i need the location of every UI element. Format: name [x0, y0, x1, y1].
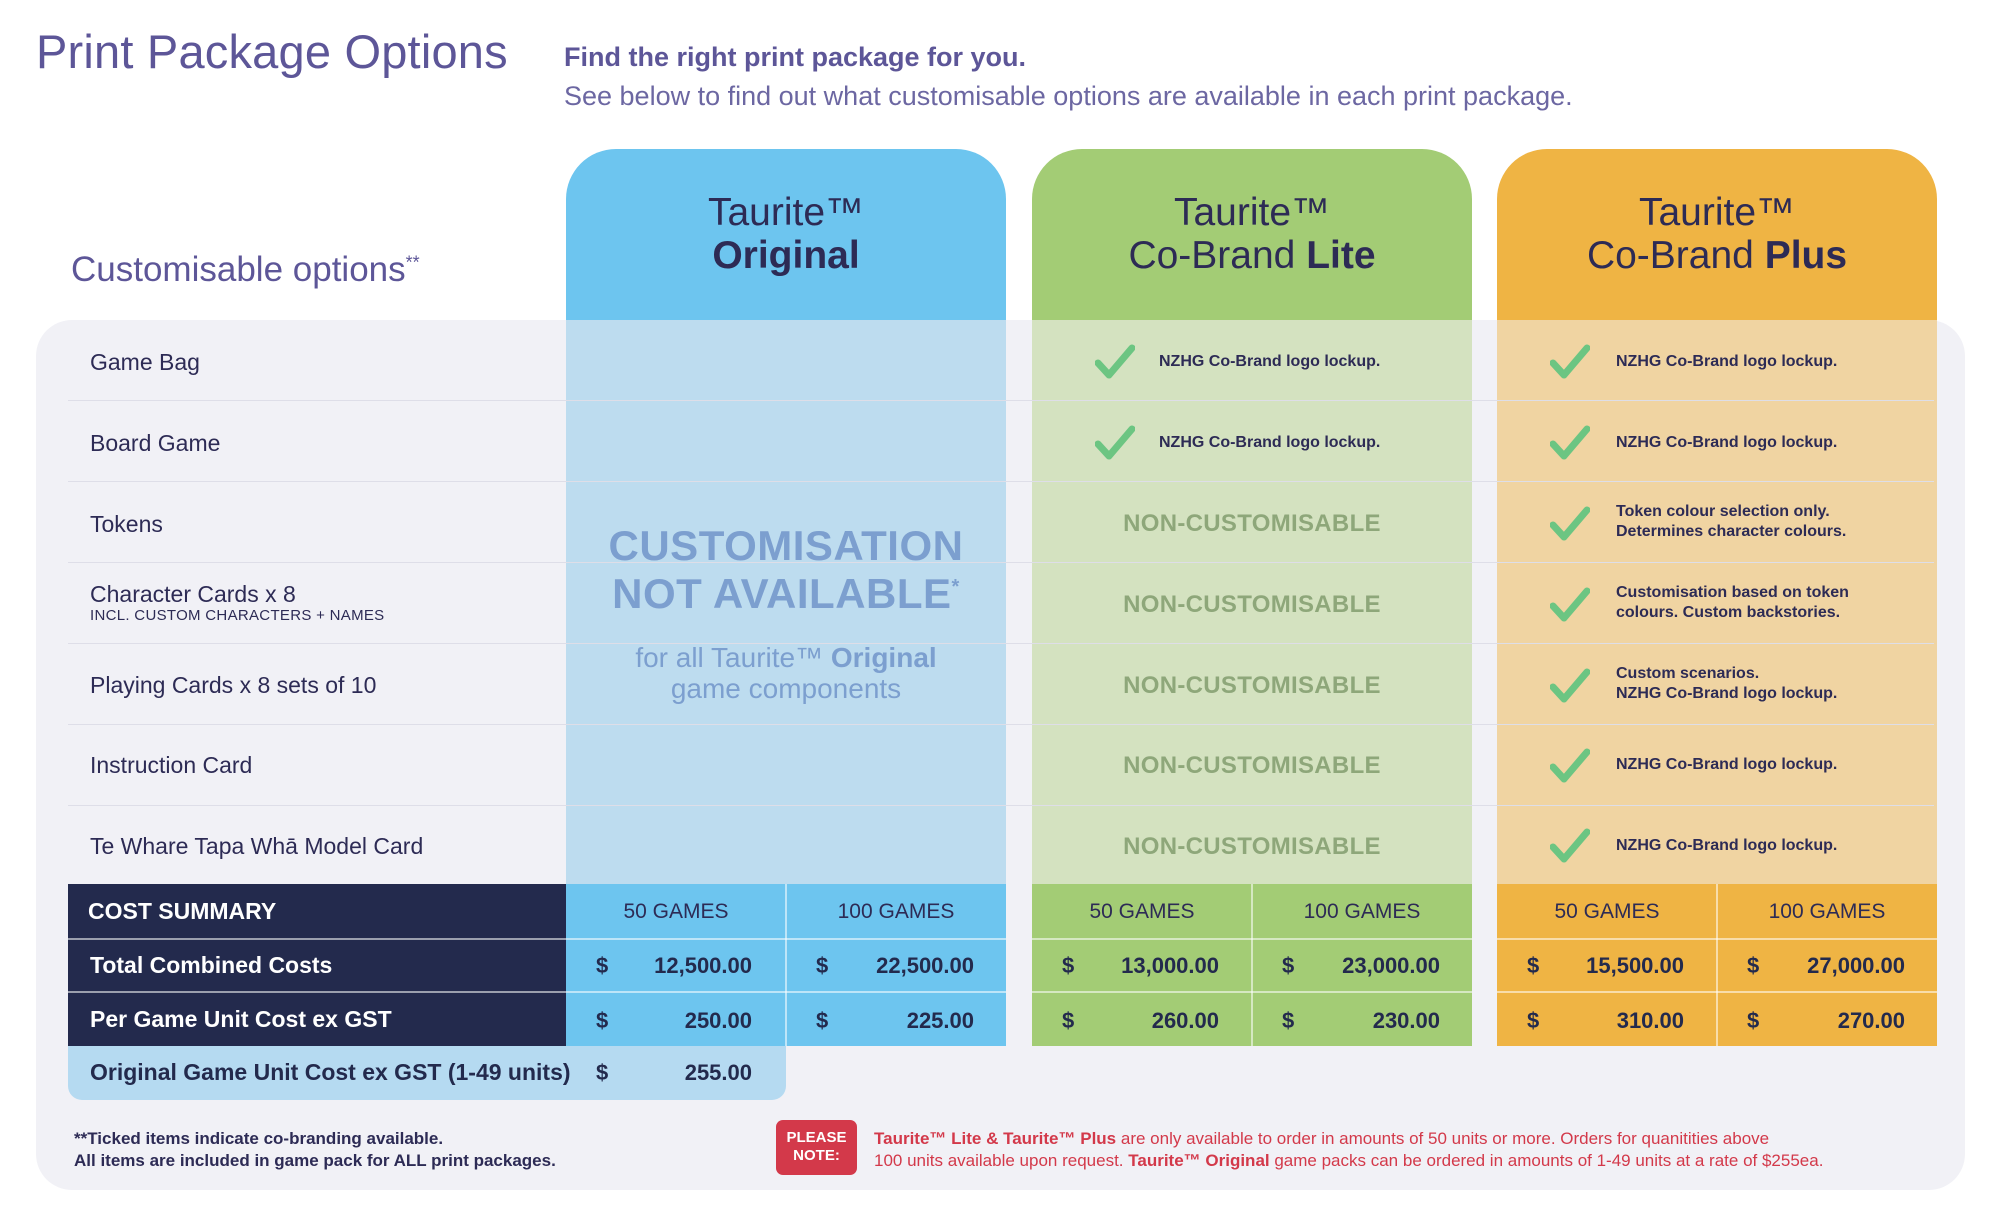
lite-instruction-card-status: NON-CUSTOMISABLE — [1123, 752, 1381, 779]
unit-original-100: 225.00 — [906, 1008, 974, 1033]
row-label-board-game: Board Game — [90, 430, 221, 456]
row-label-playing-cards: Playing Cards x 8 sets of 10 — [90, 672, 377, 698]
total-original-50: 12,500.00 — [654, 953, 752, 978]
original-small-order-cost: 255.00 — [684, 1060, 752, 1085]
page-title: Print Package Options — [36, 25, 508, 78]
check-icon — [1550, 828, 1590, 863]
original-small-order-label: Original Game Unit Cost ex GST (1-49 uni… — [90, 1059, 571, 1085]
cost-label-column — [68, 884, 566, 1046]
unit-plus-100: 270.00 — [1837, 1008, 1905, 1033]
total-lite-50: 13,000.00 — [1121, 953, 1219, 978]
plus-tokens-note: Token colour selection only. Determines c… — [1616, 503, 1847, 540]
lite-board-game-note: NZHG Co-Brand logo lockup. — [1159, 434, 1381, 451]
plus-instruction-card-note: NZHG Co-Brand logo lockup. — [1616, 756, 1838, 773]
intro-description: See below to find out what customisable … — [564, 81, 1573, 111]
total-plus-50: 15,500.00 — [1586, 953, 1684, 978]
check-icon — [1550, 425, 1590, 460]
footnote: **Ticked items indicate co-branding avai… — [74, 1129, 556, 1170]
plus-game-bag-note: NZHG Co-Brand logo lockup. — [1616, 353, 1838, 370]
intro-heading: Find the right print package for you. — [564, 42, 1027, 72]
package-header-plus: Taurite™ Co-Brand Plus — [1497, 149, 1937, 320]
qty-header-lite-100: 100 GAMES — [1303, 900, 1421, 923]
column-divider — [785, 884, 787, 1046]
currency-symbol: $ — [1282, 953, 1295, 978]
currency-symbol: $ — [1282, 1008, 1295, 1033]
lite-game-bag-note: NZHG Co-Brand logo lockup. — [1159, 353, 1381, 370]
row-label-instruction-card: Instruction Card — [90, 752, 253, 778]
check-icon — [1550, 344, 1590, 379]
original-small-order-row — [68, 1046, 786, 1100]
total-plus-100: 27,000.00 — [1807, 953, 1905, 978]
total-lite-100: 23,000.00 — [1342, 953, 1440, 978]
currency-symbol: $ — [1527, 1008, 1540, 1033]
customisation-not-available: CUSTOMISATION NOT AVAILABLE* — [608, 522, 964, 617]
check-icon — [1550, 668, 1590, 703]
lite-model-card-status: NON-CUSTOMISABLE — [1123, 833, 1381, 860]
qty-header-lite-50: 50 GAMES — [1089, 900, 1195, 923]
qty-header-plus-100: 100 GAMES — [1768, 900, 1886, 923]
row-label-character-cards: Character Cards x 8 — [90, 581, 296, 607]
plus-playing-cards-note: Custom scenarios. NZHG Co-Brand logo lock… — [1616, 665, 1838, 702]
currency-symbol: $ — [1062, 1008, 1075, 1033]
please-note-text: Taurite™ Lite & Taurite™ Plus are only a… — [874, 1129, 1824, 1170]
row-divider — [68, 400, 1934, 401]
row-divider — [68, 805, 1934, 806]
row-label-tokens: Tokens — [90, 511, 163, 537]
please-note-badge: PLEASE NOTE: — [776, 1120, 857, 1175]
check-icon — [1550, 748, 1590, 783]
lite-character-cards-status: NON-CUSTOMISABLE — [1123, 591, 1381, 618]
unit-lite-100: 230.00 — [1372, 1008, 1440, 1033]
unit-plus-50: 310.00 — [1616, 1008, 1684, 1033]
check-icon — [1095, 425, 1135, 460]
qty-header-plus-50: 50 GAMES — [1554, 900, 1660, 923]
row-label-game-bag: Game Bag — [90, 349, 200, 375]
plus-character-cards-note: Customisation based on token colours. Cus… — [1616, 584, 1849, 621]
currency-symbol: $ — [816, 953, 829, 978]
row-divider — [68, 481, 1934, 482]
lite-column — [1032, 320, 1472, 884]
row-divider — [68, 562, 1934, 563]
plus-column — [1497, 320, 1937, 884]
row-divider — [68, 643, 1934, 644]
unit-lite-50: 260.00 — [1151, 1008, 1219, 1033]
original-column — [566, 320, 1006, 884]
total-costs-label: Total Combined Costs — [90, 952, 333, 978]
cost-summary-heading: COST SUMMARY — [88, 898, 277, 924]
customisable-options-heading: Customisable options** — [71, 250, 420, 289]
lite-tokens-status: NON-CUSTOMISABLE — [1123, 510, 1381, 537]
unit-cost-label: Per Game Unit Cost ex GST — [90, 1006, 392, 1032]
total-original-100: 22,500.00 — [876, 953, 974, 978]
row-divider — [68, 724, 1934, 725]
currency-symbol: $ — [596, 1008, 609, 1033]
package-header-original: Taurite™ Original — [566, 149, 1006, 320]
unit-original-50: 250.00 — [684, 1008, 752, 1033]
check-icon — [1550, 587, 1590, 622]
row-divider — [68, 991, 566, 993]
package-header-lite: Taurite™ Co-Brand Lite — [1032, 149, 1472, 320]
currency-symbol: $ — [1747, 953, 1760, 978]
plus-model-card-note: NZHG Co-Brand logo lockup. — [1616, 837, 1838, 854]
row-label-model-card: Te Whare Tapa Whā Model Card — [90, 833, 424, 859]
column-divider — [1251, 884, 1253, 1046]
currency-symbol: $ — [1747, 1008, 1760, 1033]
column-divider — [1716, 884, 1718, 1046]
currency-symbol: $ — [1062, 953, 1075, 978]
original-components-note: for all Taurite™ Original game component… — [635, 642, 937, 704]
plus-board-game-note: NZHG Co-Brand logo lockup. — [1616, 434, 1838, 451]
row-divider — [68, 938, 566, 940]
check-icon — [1550, 506, 1590, 541]
currency-symbol: $ — [596, 1060, 609, 1085]
lite-playing-cards-status: NON-CUSTOMISABLE — [1123, 672, 1381, 699]
row-sublabel-character-cards: INCL. CUSTOM CHARACTERS + NAMES — [90, 607, 385, 624]
currency-symbol: $ — [596, 953, 609, 978]
check-icon — [1095, 344, 1135, 379]
currency-symbol: $ — [816, 1008, 829, 1033]
currency-symbol: $ — [1527, 953, 1540, 978]
qty-header-original-50: 50 GAMES — [623, 900, 729, 923]
qty-header-original-100: 100 GAMES — [837, 900, 955, 923]
